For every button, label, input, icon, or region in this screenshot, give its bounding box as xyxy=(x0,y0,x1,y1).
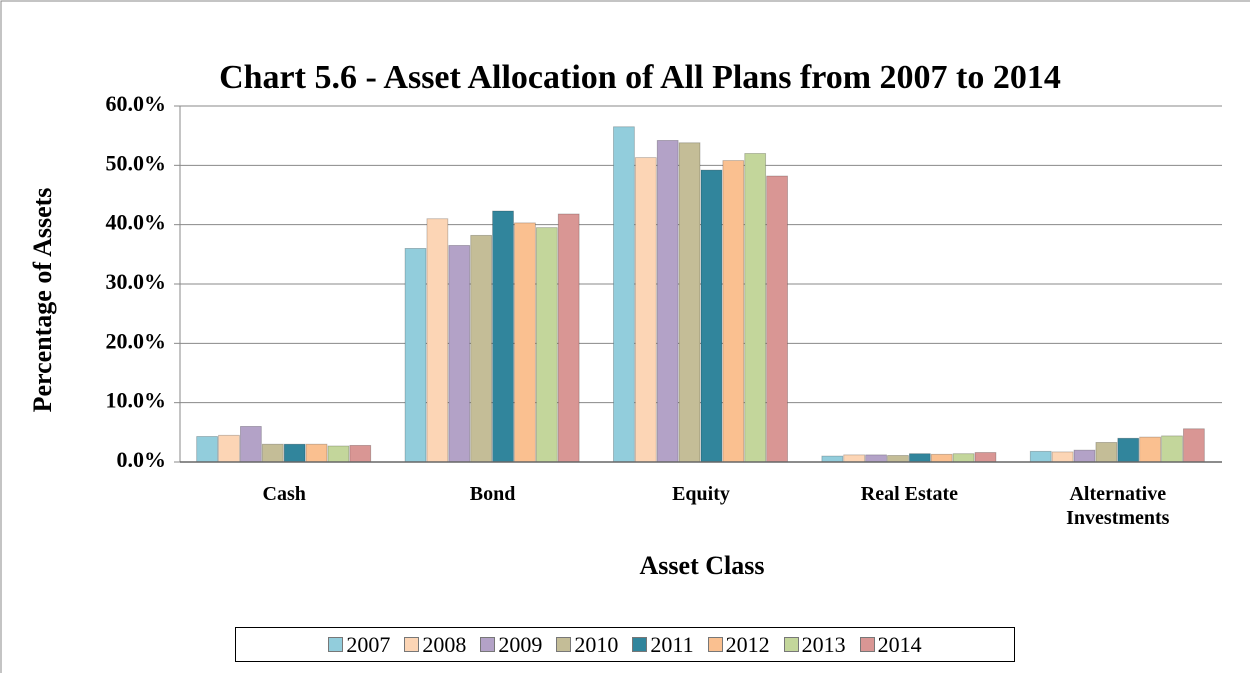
legend-item: 2012 xyxy=(707,631,770,658)
x-tick-label: Alternative Investments xyxy=(1066,483,1170,529)
legend-item: 2007 xyxy=(328,632,390,658)
bar xyxy=(930,453,953,463)
bar xyxy=(821,455,844,463)
bar xyxy=(218,434,240,463)
bar xyxy=(700,169,723,463)
y-tick-label: 40.0% xyxy=(106,210,167,235)
legend-label: 2008 xyxy=(422,631,467,657)
bar xyxy=(535,227,558,463)
bar xyxy=(722,160,745,463)
y-axis-title: Percentage of Assets xyxy=(28,188,57,413)
legend-item: 2010 xyxy=(556,632,618,658)
bar xyxy=(952,453,975,463)
bar xyxy=(426,218,449,463)
bar xyxy=(1139,436,1161,463)
y-tick-label: 30.0% xyxy=(106,269,167,294)
legend-swatch xyxy=(859,637,875,652)
legend-swatch xyxy=(707,637,723,652)
legend-swatch xyxy=(404,637,420,652)
bar xyxy=(404,247,427,463)
y-tick-label: 50.0% xyxy=(106,150,167,175)
legend-swatch xyxy=(632,637,648,652)
bar xyxy=(613,126,635,463)
bar xyxy=(843,454,866,463)
x-tick-label: Equity xyxy=(672,483,730,505)
legend-swatch xyxy=(556,637,572,652)
bar xyxy=(766,175,788,463)
legend-label: 2013 xyxy=(801,631,846,657)
bar xyxy=(1051,451,1074,463)
bar xyxy=(196,436,218,463)
bar xyxy=(1073,449,1096,463)
legend: 2007 2008 2009 2010 2011 2012 2013 2014 xyxy=(235,627,1015,662)
bar xyxy=(744,153,767,463)
bar xyxy=(240,425,262,463)
bar xyxy=(887,455,909,463)
y-tick-label: 20.0% xyxy=(106,328,167,353)
bar xyxy=(656,140,679,463)
legend-item: 2013 xyxy=(783,631,846,658)
legend-swatch xyxy=(480,637,496,652)
bar xyxy=(1095,442,1118,463)
legend-swatch xyxy=(783,637,799,652)
legend-label: 2010 xyxy=(574,631,619,657)
legend-label: 2007 xyxy=(346,631,391,657)
bar xyxy=(305,443,328,463)
bar xyxy=(1117,437,1140,463)
bar xyxy=(974,452,997,463)
bar xyxy=(448,245,471,463)
legend-label: 2009 xyxy=(498,631,543,657)
bar xyxy=(634,157,657,463)
legend-item: 2009 xyxy=(480,632,542,658)
x-tick-label: Cash xyxy=(262,483,306,505)
bar xyxy=(261,443,284,463)
bar xyxy=(557,213,580,463)
y-tick-label: 10.0% xyxy=(106,388,167,413)
y-tick-label: 60.0% xyxy=(106,91,167,116)
bar xyxy=(514,222,536,463)
bar xyxy=(492,210,514,463)
bar xyxy=(327,445,350,463)
legend-label: 2012 xyxy=(725,631,770,657)
bar xyxy=(678,142,701,463)
legend-item: 2011 xyxy=(632,631,694,658)
x-tick-label: Real Estate xyxy=(860,483,958,505)
legend-item: 2014 xyxy=(859,631,922,658)
x-axis-title: Asset Class xyxy=(640,551,765,580)
bar xyxy=(1183,428,1205,463)
legend-item: 2008 xyxy=(404,632,466,658)
bar xyxy=(470,234,492,463)
bar xyxy=(909,453,931,463)
bar xyxy=(1029,450,1052,463)
legend-label: 2014 xyxy=(877,631,922,657)
chart-title: Chart 5.6 - Asset Allocation of All Plan… xyxy=(219,59,1061,96)
bar xyxy=(349,444,372,463)
bar xyxy=(865,454,887,463)
bar xyxy=(1161,435,1183,463)
legend-label: 2011 xyxy=(650,631,694,657)
x-tick-label: Bond xyxy=(469,483,516,505)
bar xyxy=(283,443,306,463)
legend-swatch xyxy=(328,637,344,652)
y-tick-label: 0.0% xyxy=(117,447,167,472)
